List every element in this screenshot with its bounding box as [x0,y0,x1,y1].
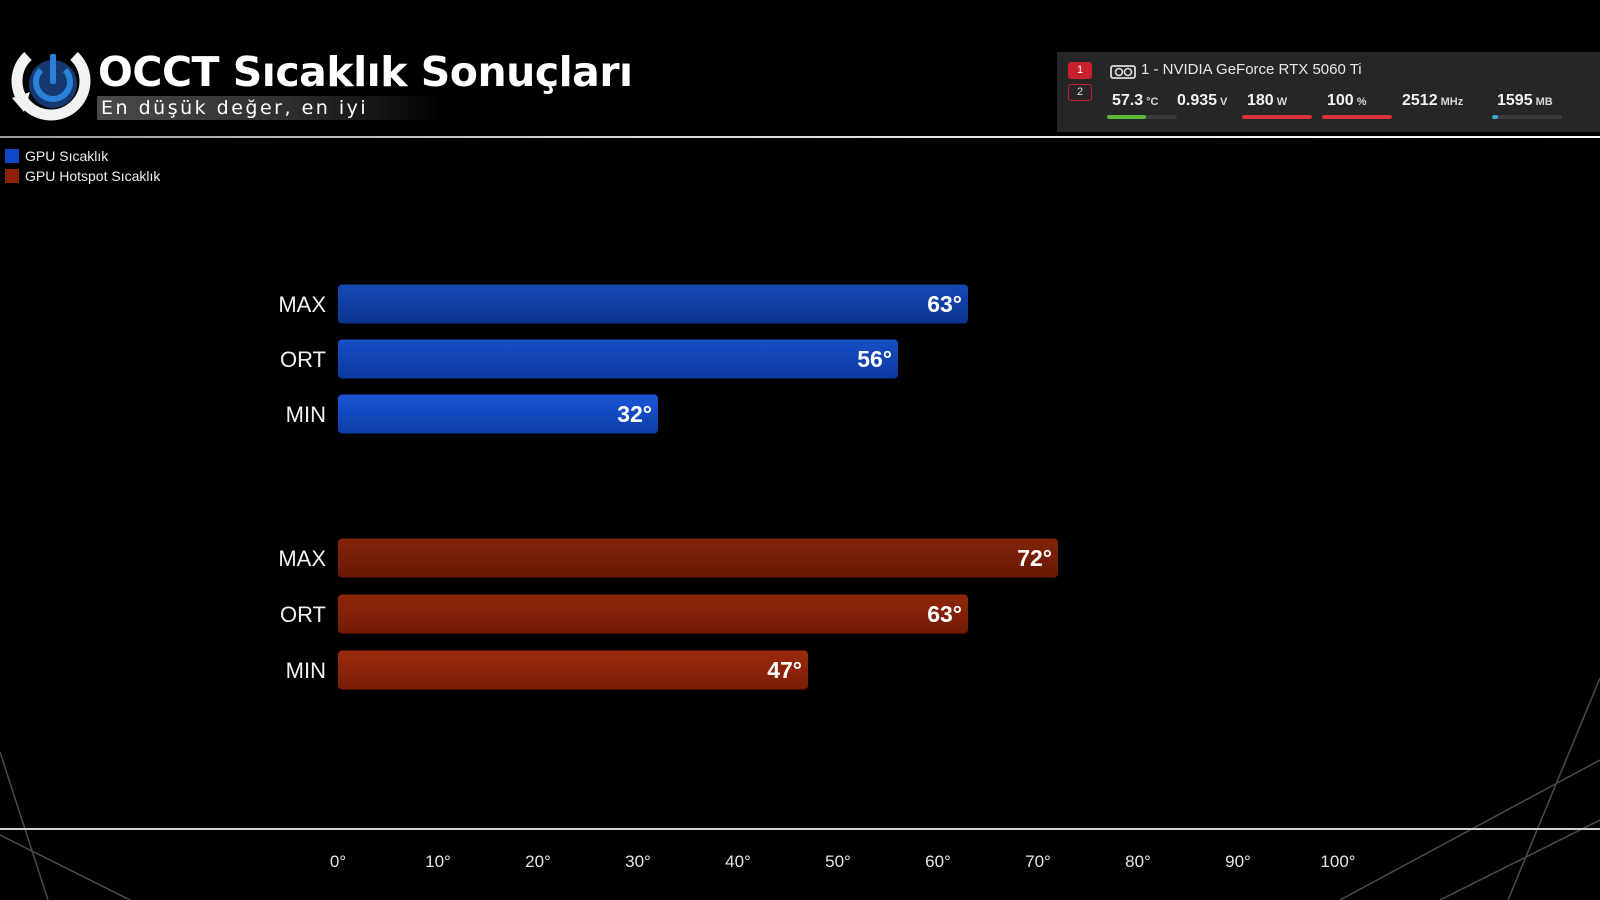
x-tick-label: 60° [925,852,951,871]
bar-gpu-temp-max [338,284,968,324]
x-tick-label: 90° [1225,852,1251,871]
hw-metric-unit: V [1220,96,1228,108]
data-label: 63° [927,291,962,317]
x-tick-label: 0° [330,852,346,871]
hw-metric-value: 180 [1247,92,1274,109]
legend-swatch-gpu-hotspot [5,169,19,183]
gpu-tab-1[interactable]: 1 [1068,62,1092,79]
bar-gpu-hotspot-min [338,650,808,690]
hw-metric-unit: % [1356,96,1367,108]
category-label: MAX [278,546,326,571]
x-tick-label: 100° [1320,852,1355,871]
header-divider [0,136,1600,138]
hw-metric-5: 1595 MB [1497,92,1553,110]
data-label: 63° [927,601,962,627]
x-tick-label: 30° [625,852,651,871]
hw-metric-1: 0.935 V [1177,92,1227,110]
legend-label-gpu-hotspot: GPU Hotspot Sıcaklık [25,168,161,184]
x-tick-label: 50° [825,852,851,871]
gpu-tab-2[interactable]: 2 [1068,84,1092,101]
data-label: 47° [767,657,802,683]
hw-metric-value: 1595 [1497,92,1533,109]
legend-item-gpu-temp: GPU Sıcaklık [5,146,160,166]
hw-metric-value: 57.3 [1112,92,1144,109]
gpu-icon [1110,65,1136,79]
x-tick-label: 20° [525,852,551,871]
category-label: MAX [278,292,326,317]
hw-metric-bar [1492,115,1562,119]
gpu-name: 1 - NVIDIA GeForce RTX 5060 Ti [1141,61,1362,78]
occt-logo [11,51,91,121]
x-tick-label: 80° [1125,852,1151,871]
category-label: MIN [286,402,326,427]
page-title: OCCT Sıcaklık Sonuçları [98,48,633,96]
hw-metric-unit: W [1276,96,1288,108]
hw-metric-unit: °C [1146,96,1159,108]
data-label: 72° [1017,545,1052,571]
axis-baseline [0,828,1600,830]
legend-item-gpu-hotspot: GPU Hotspot Sıcaklık [5,166,160,186]
hw-metric-4: 2512 MHz [1402,92,1463,110]
page-subtitle: En düşük değer, en iyi [97,96,446,120]
hw-metric-2: 180 W [1247,92,1287,110]
hw-metric-unit: MHz [1440,96,1464,108]
hw-metric-bar [1322,115,1392,119]
x-tick-label: 10° [425,852,451,871]
hw-metric-value: 2512 [1402,92,1438,109]
hw-metric-value: 0.935 [1177,92,1218,109]
x-tick-label: 70° [1025,852,1051,871]
hw-metric-bar [1107,115,1177,119]
x-tick-label: 40° [725,852,751,871]
hw-metric-0: 57.3 °C [1112,92,1158,110]
legend-swatch-gpu-temp [5,149,19,163]
hw-metric-value: 100 [1327,92,1354,109]
bar-gpu-hotspot-max [338,538,1058,578]
hardware-monitor-panel: 1 2 1 - NVIDIA GeForce RTX 5060 Ti 57.3 °… [1057,52,1600,132]
category-label: MIN [286,658,326,683]
legend-label-gpu-temp: GPU Sıcaklık [25,148,109,164]
category-label: ORT [280,602,326,627]
data-label: 56° [857,346,892,372]
hw-metric-3: 100% [1327,92,1366,110]
chart-legend: GPU Sıcaklık GPU Hotspot Sıcaklık [5,146,160,186]
hw-metric-unit: MB [1535,96,1553,108]
bar-gpu-temp-ort [338,339,898,379]
data-label: 32° [617,401,652,427]
bar-gpu-temp-min [338,394,658,434]
bar-gpu-hotspot-ort [338,594,968,634]
hw-metric-bar [1242,115,1312,119]
category-label: ORT [280,347,326,372]
